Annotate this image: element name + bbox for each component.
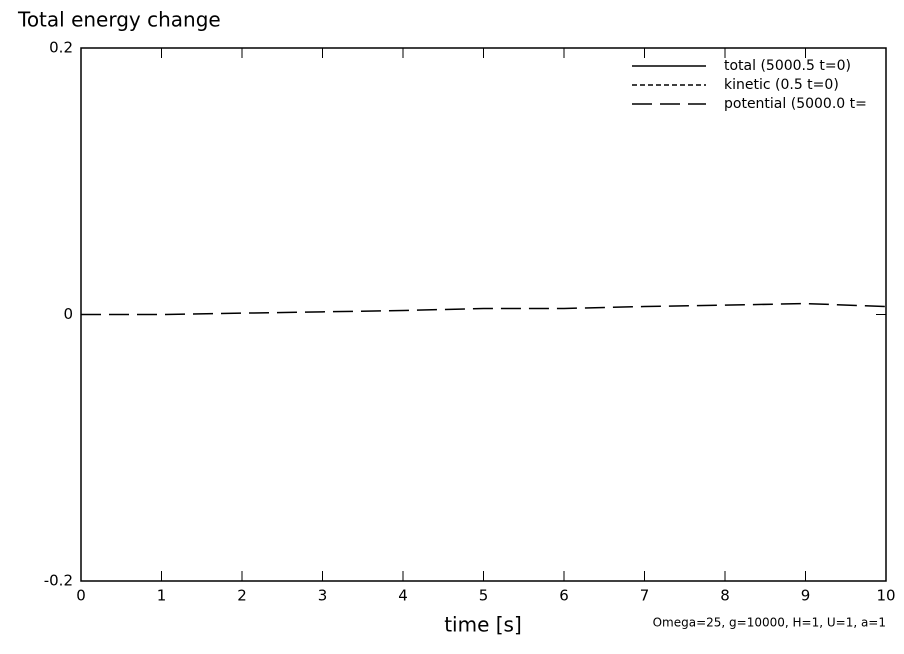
legend-label: potential (5000.0 t= [724, 96, 867, 112]
chart-title: Total energy change [17, 8, 221, 32]
x-tick-label: 8 [720, 587, 730, 605]
x-tick-label: 7 [640, 587, 650, 605]
x-tick-label: 1 [157, 587, 167, 605]
y-tick-label: -0.2 [44, 572, 73, 590]
x-tick-label: 6 [559, 587, 569, 605]
x-tick-label: 9 [801, 587, 811, 605]
y-tick-label: 0 [63, 305, 73, 323]
x-tick-label: 0 [76, 587, 86, 605]
x-tick-label: 5 [479, 587, 489, 605]
legend-label: kinetic (0.5 t=0) [724, 77, 839, 93]
legend-label: total (5000.5 t=0) [724, 58, 851, 74]
y-tick-label: 0.2 [49, 39, 73, 57]
annotation: Omega=25, g=10000, H=1, U=1, a=1 [653, 616, 886, 630]
x-tick-label: 2 [237, 587, 247, 605]
x-tick-label: 10 [876, 587, 895, 605]
x-axis-label: time [s] [444, 613, 522, 637]
x-tick-label: 3 [318, 587, 328, 605]
x-tick-label: 4 [398, 587, 408, 605]
data-line [81, 302, 887, 316]
